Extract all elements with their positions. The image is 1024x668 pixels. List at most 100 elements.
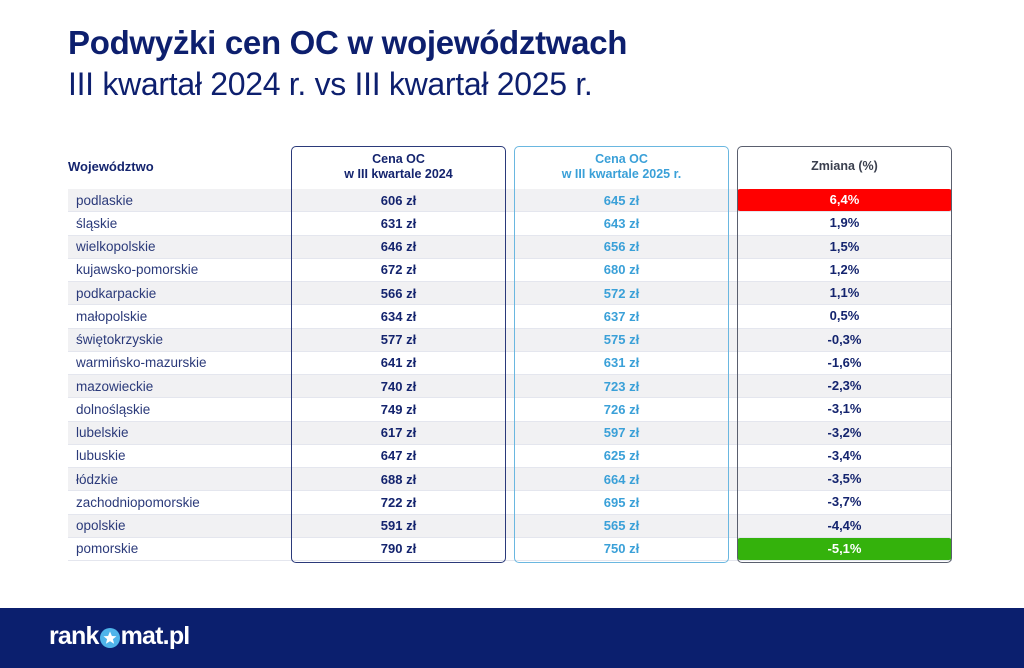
change-value: 1,5%	[829, 238, 860, 254]
region-name: świętokrzyskie	[76, 332, 164, 348]
table-row: pomorskie 790 zł 750 zł -5,1%	[68, 537, 952, 561]
price-2024: 634 zł	[380, 308, 417, 324]
price-2025: 631 zł	[603, 355, 640, 371]
price-2025: 643 zł	[603, 215, 640, 231]
table-row-inner: opolskie 591 zł 565 zł -4,4%	[68, 515, 952, 537]
region-name: mazowieckie	[76, 378, 154, 394]
price-2024: 641 zł	[380, 355, 417, 371]
price-2025: 656 zł	[603, 239, 640, 255]
change-value: 1,2%	[829, 261, 860, 277]
price-2025: 637 zł	[603, 308, 640, 324]
region-name: małopolskie	[76, 308, 148, 324]
table-row-inner: dolnośląskie 749 zł 726 zł -3,1%	[68, 398, 952, 420]
price-2024: 688 zł	[380, 471, 417, 487]
price-2024: 591 zł	[380, 518, 417, 534]
change-value: 0,5%	[829, 308, 860, 324]
table-row-inner: mazowieckie 740 zł 723 zł -2,3%	[68, 375, 952, 397]
table-row: opolskie 591 zł 565 zł -4,4%	[68, 514, 952, 538]
star-circle-icon	[99, 627, 120, 648]
change-value: -2,3%	[827, 378, 862, 394]
price-2025: 680 zł	[603, 262, 640, 278]
column-header-change: Zmiana (%)	[811, 159, 878, 173]
price-2024: 647 zł	[380, 448, 417, 464]
price-2024: 722 zł	[380, 494, 417, 510]
price-2025: 726 zł	[603, 401, 640, 417]
table-row: śląskie 631 zł 643 zł 1,9%	[68, 212, 952, 236]
price-2024: 577 zł	[380, 332, 417, 348]
column-header-price-2024-line1: Cena OC	[372, 152, 425, 166]
change-value: -4,4%	[827, 517, 862, 533]
change-value: -1,6%	[827, 354, 862, 370]
table-row: lubelskie 617 zł 597 zł -3,2%	[68, 421, 952, 445]
table-row: kujawsko-pomorskie 672 zł 680 zł 1,2%	[68, 258, 952, 282]
change-value: -3,4%	[827, 447, 862, 463]
price-2024: 646 zł	[380, 239, 417, 255]
logo-text-right: mat.pl	[120, 622, 191, 650]
table-row-inner: łódzkie 688 zł 664 zł -3,5%	[68, 468, 952, 490]
change-value: -0,3%	[827, 331, 862, 347]
table-row-inner: podkarpackie 566 zł 572 zł 1,1%	[68, 282, 952, 304]
table-row-inner: lubelskie 617 zł 597 zł -3,2%	[68, 422, 952, 444]
region-name: śląskie	[76, 215, 118, 231]
change-value: 1,1%	[829, 285, 860, 301]
table-row: warmińsko-mazurskie 641 zł 631 zł -1,6%	[68, 351, 952, 375]
table-row-inner: warmińsko-mazurskie 641 zł 631 zł -1,6%	[68, 352, 952, 374]
table-row-inner: małopolskie 634 zł 637 zł 0,5%	[68, 305, 952, 327]
table-row-inner: lubuskie 647 zł 625 zł -3,4%	[68, 445, 952, 467]
price-2025: 695 zł	[603, 494, 640, 510]
region-name: zachodniopomorskie	[76, 494, 200, 510]
table-row-inner: świętokrzyskie 577 zł 575 zł -0,3%	[68, 329, 952, 351]
table-row: podkarpackie 566 zł 572 zł 1,1%	[68, 282, 952, 306]
change-badge-green: -5,1%	[737, 537, 952, 560]
change-badge-red: 6,4%	[737, 189, 952, 212]
table-row-inner: zachodniopomorskie 722 zł 695 zł -3,7%	[68, 491, 952, 513]
table-row-inner: pomorskie 790 zł 750 zł -5,1%	[68, 537, 952, 560]
table-row: lubuskie 647 zł 625 zł -3,4%	[68, 444, 952, 468]
column-header-price-2025-line2: w III kwartale 2025 r.	[561, 167, 682, 181]
page-title: Podwyżki cen OC w województwach	[68, 24, 628, 61]
price-2024: 606 zł	[380, 192, 417, 208]
table-row-inner: podlaskie 606 zł 645 zł 6,4%	[68, 189, 952, 212]
footer-bar: rank mat.pl	[0, 608, 1024, 668]
column-header-price-2025: Cena OC w III kwartale 2025 r.	[514, 152, 729, 182]
price-2025: 575 zł	[603, 332, 640, 348]
table-row: świętokrzyskie 577 zł 575 zł -0,3%	[68, 328, 952, 352]
table-row: podlaskie 606 zł 645 zł 6,4%	[68, 189, 952, 213]
price-2024: 566 zł	[380, 285, 417, 301]
price-2025: 664 zł	[603, 471, 640, 487]
table-row: wielkopolskie 646 zł 656 zł 1,5%	[68, 235, 952, 259]
price-2025: 723 zł	[603, 378, 640, 394]
price-2025: 645 zł	[603, 192, 640, 208]
table-row: zachodniopomorskie 722 zł 695 zł -3,7%	[68, 491, 952, 515]
table-row-inner: wielkopolskie 646 zł 656 zł 1,5%	[68, 236, 952, 258]
table-header: Województwo Cena OC w III kwartale 2024 …	[68, 146, 952, 189]
column-header-price-2024-line2: w III kwartale 2024	[344, 167, 453, 181]
change-value: -3,2%	[827, 424, 862, 440]
price-2025: 597 zł	[603, 425, 640, 441]
page-subtitle: III kwartał 2024 r. vs III kwartał 2025 …	[68, 66, 593, 102]
table-row: mazowieckie 740 zł 723 zł -2,3%	[68, 375, 952, 399]
table-row: małopolskie 634 zł 637 zł 0,5%	[68, 305, 952, 329]
table-row: łódzkie 688 zł 664 zł -3,5%	[68, 468, 952, 492]
price-2025: 565 zł	[603, 518, 640, 534]
region-name: łódzkie	[76, 471, 119, 487]
change-value: -3,1%	[827, 401, 862, 417]
price-2025: 750 zł	[603, 541, 640, 557]
change-value: -3,5%	[827, 471, 862, 487]
region-name: lubelskie	[76, 425, 129, 441]
brand-logo: rank mat.pl	[49, 622, 191, 651]
region-name: pomorskie	[76, 541, 139, 557]
change-value: -3,7%	[827, 494, 862, 510]
price-2024: 790 zł	[380, 541, 417, 557]
region-name: podkarpackie	[76, 285, 157, 301]
price-2025: 572 zł	[603, 285, 640, 301]
region-name: wielkopolskie	[76, 239, 156, 255]
region-name: lubuskie	[76, 448, 126, 464]
region-name: opolskie	[76, 518, 126, 534]
column-header-price-2025-line1: Cena OC	[595, 152, 648, 166]
region-name: warmińsko-mazurskie	[76, 355, 207, 371]
logo-text-left: rank	[49, 622, 99, 650]
region-name: kujawsko-pomorskie	[76, 262, 199, 278]
table-row-inner: śląskie 631 zł 643 zł 1,9%	[68, 212, 952, 234]
change-value: 1,9%	[829, 215, 860, 231]
